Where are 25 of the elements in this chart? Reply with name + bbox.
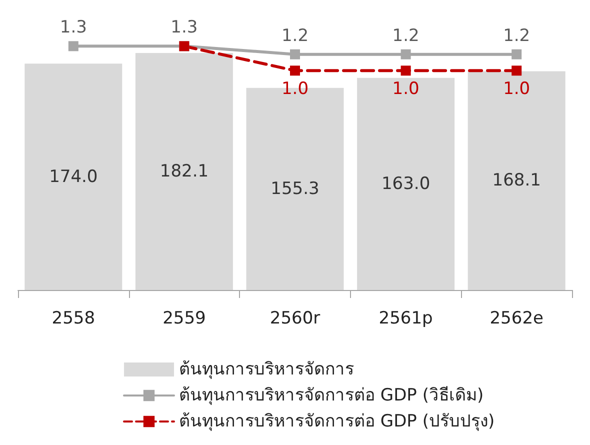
data-label: 1.2 xyxy=(503,26,530,46)
data-label: 1.3 xyxy=(170,18,198,38)
x-tick-label: 2561p xyxy=(378,308,433,328)
data-label: 1.2 xyxy=(281,26,309,46)
legend-label: ต้นทุนการบริหารจัดการ xyxy=(179,360,354,380)
data-label: 1.2 xyxy=(392,26,420,46)
x-tick-label: 2560r xyxy=(270,308,320,328)
data-label: 155.3 xyxy=(270,178,320,199)
bar xyxy=(357,78,455,290)
data-label: 182.1 xyxy=(160,162,209,182)
data-label: 174.0 xyxy=(49,166,98,187)
legend-label: ต้นทุนการบริหารจัดการต่อ GDP (ปรับปรุง) xyxy=(179,412,495,432)
legend-label: ต้นทุนการบริหารจัดการต่อ GDP (วิธีเดิม) xyxy=(179,386,484,406)
data-label: 1.0 xyxy=(281,79,309,100)
data-label: 1.3 xyxy=(60,18,87,38)
data-label: 1.0 xyxy=(392,79,420,100)
x-tick-label: 2558 xyxy=(52,308,96,328)
bar xyxy=(135,53,233,290)
bar xyxy=(468,71,566,290)
data-label: 163.0 xyxy=(381,174,430,194)
x-tick-label: 2559 xyxy=(162,308,206,328)
data-label: 1.0 xyxy=(503,79,530,100)
x-tick-label: 2562e xyxy=(490,308,544,328)
bar xyxy=(24,64,122,290)
data-label: 168.1 xyxy=(492,170,541,191)
